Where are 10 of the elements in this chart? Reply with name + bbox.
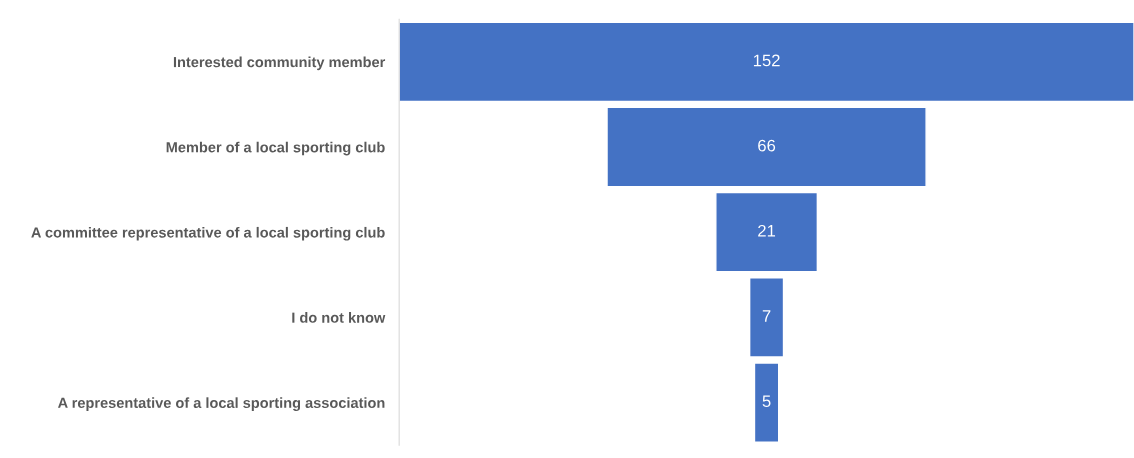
data-label: 66 <box>758 139 776 152</box>
category-label: Member of a local sporting club <box>166 141 385 156</box>
category-label: I do not know <box>292 312 386 323</box>
category-label: Interested community member <box>173 56 386 71</box>
data-label: 7 <box>762 310 771 322</box>
category-label: A committee representative of a local sporting club <box>31 226 385 241</box>
data-label: 5 <box>762 395 771 408</box>
data-label: 152 <box>753 54 780 67</box>
category-label: A representative of a local sporting association <box>58 397 385 411</box>
data-label: 21 <box>758 224 776 237</box>
